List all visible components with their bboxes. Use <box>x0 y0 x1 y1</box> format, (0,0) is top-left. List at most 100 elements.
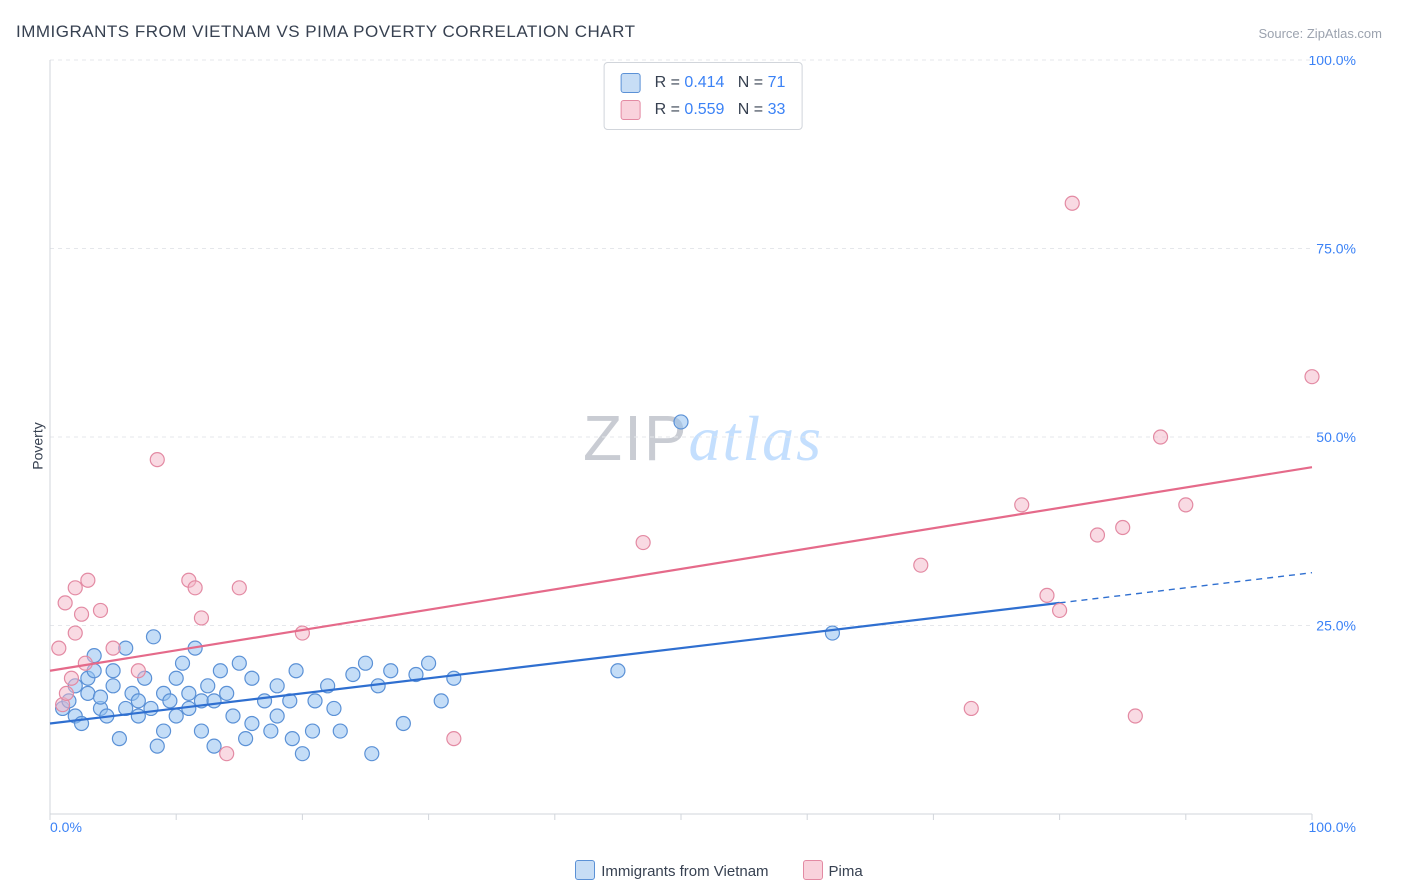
scatter-point <box>308 694 322 708</box>
y-tick-label: 75.0% <box>1316 241 1356 257</box>
scatter-point <box>258 694 272 708</box>
scatter-point <box>1053 603 1067 617</box>
scatter-point <box>119 641 133 655</box>
scatter-point <box>150 453 164 467</box>
scatter-point <box>188 581 202 595</box>
scatter-point <box>422 656 436 670</box>
legend-row: R = 0.559 N = 33 <box>621 96 786 123</box>
scatter-point <box>384 664 398 678</box>
scatter-point <box>346 668 360 682</box>
scatter-point <box>1015 498 1029 512</box>
scatter-point <box>169 709 183 723</box>
scatter-point <box>327 701 341 715</box>
scatter-point <box>295 747 309 761</box>
scatter-point <box>64 671 78 685</box>
x-tick-label: 0.0% <box>50 819 82 834</box>
scatter-point <box>1154 430 1168 444</box>
scatter-point <box>93 603 107 617</box>
scatter-point <box>207 694 221 708</box>
scatter-point <box>213 664 227 678</box>
scatter-point <box>611 664 625 678</box>
scatter-point <box>270 709 284 723</box>
scatter-point <box>201 679 215 693</box>
scatter-point <box>264 724 278 738</box>
scatter-point <box>1090 528 1104 542</box>
legend-item: Pima <box>803 860 863 880</box>
series-legend: Immigrants from Vietnam Pima <box>48 860 1390 880</box>
y-tick-label: 100.0% <box>1309 56 1356 68</box>
scatter-point <box>285 732 299 746</box>
source-attribution: Source: ZipAtlas.com <box>1258 26 1382 41</box>
scatter-point <box>245 671 259 685</box>
scatter-point <box>305 724 319 738</box>
scatter-point <box>1305 370 1319 384</box>
scatter-point <box>447 732 461 746</box>
scatter-point <box>58 596 72 610</box>
scatter-point <box>365 747 379 761</box>
scatter-point <box>914 558 928 572</box>
legend-item: Immigrants from Vietnam <box>575 860 768 880</box>
scatter-point <box>396 717 410 731</box>
scatter-point <box>106 641 120 655</box>
scatter-point <box>220 747 234 761</box>
y-tick-label: 25.0% <box>1316 618 1356 634</box>
scatter-point <box>434 694 448 708</box>
legend-row: R = 0.414 N = 71 <box>621 69 786 96</box>
legend-stats: R = 0.559 N = 33 <box>655 96 786 123</box>
scatter-point <box>207 739 221 753</box>
scatter-point <box>59 686 73 700</box>
scatter-point <box>68 626 82 640</box>
scatter-point <box>169 671 183 685</box>
scatter-point <box>194 724 208 738</box>
scatter-point <box>289 664 303 678</box>
source-link[interactable]: ZipAtlas.com <box>1307 26 1382 41</box>
scatter-point <box>150 739 164 753</box>
chart-title: IMMIGRANTS FROM VIETNAM VS PIMA POVERTY … <box>16 22 635 42</box>
scatter-point <box>1040 588 1054 602</box>
scatter-point <box>131 694 145 708</box>
scatter-point <box>220 686 234 700</box>
scatter-point <box>825 626 839 640</box>
scatter-point <box>194 611 208 625</box>
scatter-point <box>131 709 145 723</box>
scatter-point <box>182 686 196 700</box>
scatter-point <box>1065 196 1079 210</box>
chart-area: 25.0% 50.0% 75.0% 100.0% 0.0% 100.0% <box>48 56 1390 834</box>
scatter-point <box>93 690 107 704</box>
y-axis-label: Poverty <box>30 422 46 469</box>
scatter-point <box>674 415 688 429</box>
scatter-point <box>68 581 82 595</box>
legend-label: Immigrants from Vietnam <box>601 863 768 880</box>
legend-swatch <box>621 100 641 120</box>
scatter-point <box>447 671 461 685</box>
legend-swatch <box>803 860 823 880</box>
scatter-point <box>146 630 160 644</box>
legend-label: Pima <box>829 863 863 880</box>
scatter-point <box>81 686 95 700</box>
scatter-point <box>1116 520 1130 534</box>
scatter-point <box>333 724 347 738</box>
scatter-point <box>1128 709 1142 723</box>
x-tick-label: 100.0% <box>1309 819 1356 834</box>
scatter-point <box>359 656 373 670</box>
scatter-point <box>75 607 89 621</box>
regression-line <box>50 467 1312 671</box>
source-prefix: Source: <box>1258 26 1306 41</box>
scatter-point <box>270 679 284 693</box>
scatter-point <box>144 701 158 715</box>
scatter-point <box>636 536 650 550</box>
scatter-point <box>106 679 120 693</box>
scatter-point <box>81 573 95 587</box>
y-tick-label: 50.0% <box>1316 429 1356 445</box>
scatter-point <box>232 656 246 670</box>
legend-stats: R = 0.414 N = 71 <box>655 69 786 96</box>
scatter-chart-svg: 25.0% 50.0% 75.0% 100.0% 0.0% 100.0% <box>48 56 1390 834</box>
scatter-point <box>176 656 190 670</box>
scatter-point <box>245 717 259 731</box>
scatter-point <box>157 724 171 738</box>
scatter-point <box>163 694 177 708</box>
legend-swatch <box>621 73 641 93</box>
scatter-point <box>964 701 978 715</box>
scatter-point <box>131 664 145 678</box>
scatter-point <box>232 581 246 595</box>
